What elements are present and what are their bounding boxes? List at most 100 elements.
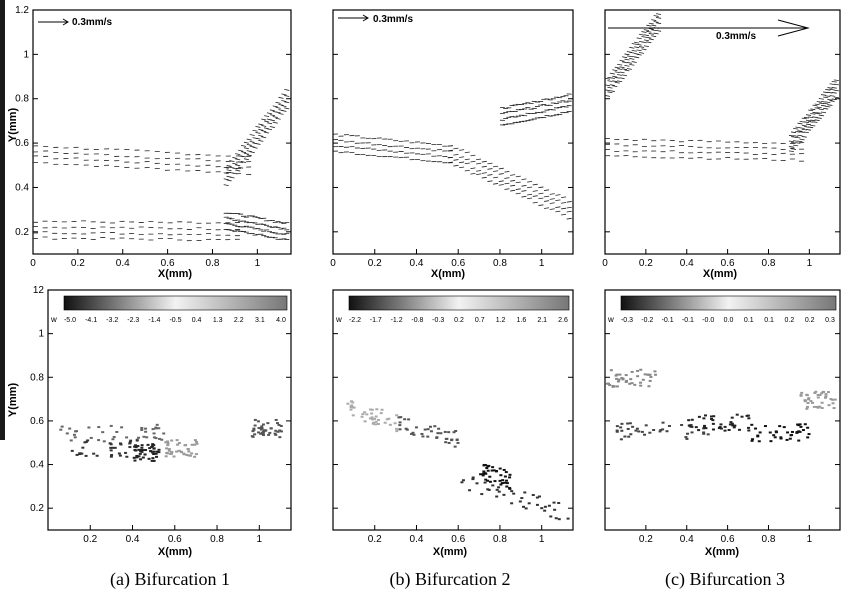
vorticity-cell <box>113 446 117 449</box>
vorticity-cell <box>817 393 821 396</box>
vorticity-cell <box>732 426 736 429</box>
velocity-vector <box>255 125 261 128</box>
vorticity-cell <box>154 427 158 430</box>
velocity-vector <box>278 96 284 99</box>
vorticity-cell <box>426 435 430 438</box>
vorticity-cell <box>690 431 694 434</box>
velocity-vector <box>648 33 654 35</box>
velocity-vector <box>481 160 487 163</box>
vorticity-cell <box>615 377 619 380</box>
velocity-vector <box>816 101 822 103</box>
vorticity-cell <box>498 467 502 470</box>
colorbar-tick-label: -0.5 <box>169 317 181 324</box>
velocity-vector <box>453 147 459 150</box>
x-tick-label: 0.2 <box>83 534 97 545</box>
vorticity-cell <box>800 391 804 394</box>
vorticity-cell <box>621 378 625 381</box>
velocity-vector <box>272 110 278 113</box>
velocity-vector <box>790 142 797 144</box>
x-tick-label: 0.8 <box>762 258 776 269</box>
velocity-vector <box>515 192 521 195</box>
x-tick-label: 0 <box>330 258 336 269</box>
velocity-vector <box>643 29 649 31</box>
vorticity-cell <box>712 415 716 418</box>
velocity-vector <box>614 81 620 84</box>
vorticity-cell <box>488 475 492 478</box>
colorbar-label: w <box>607 315 614 324</box>
vorticity-cell <box>486 465 490 468</box>
velocity-vector <box>281 100 287 102</box>
velocity-vector <box>797 130 803 132</box>
velocity-vector <box>805 119 812 122</box>
vorticity-cell <box>824 393 828 396</box>
vorticity-cell <box>251 430 255 433</box>
velocity-vector <box>619 66 625 69</box>
velocity-vector <box>829 88 835 91</box>
vorticity-cell <box>352 406 356 409</box>
velocity-vector <box>825 101 831 104</box>
vorticity-cell <box>482 470 486 473</box>
velocity-vector <box>240 144 247 147</box>
vorticity-cell <box>482 472 486 475</box>
velocity-vector <box>810 124 816 127</box>
vorticity-cell <box>193 455 197 458</box>
vorticity-cell <box>436 432 440 435</box>
vorticity-cell <box>718 426 722 429</box>
velocity-vector <box>631 49 637 52</box>
vorticity-cell <box>134 449 138 452</box>
vorticity-cell <box>155 455 159 458</box>
vorticity-cell <box>169 452 173 455</box>
x-axis-label-a-bottom: X(mm) <box>158 546 193 558</box>
velocity-vector <box>629 58 635 60</box>
vorticity-cell <box>137 455 141 458</box>
velocity-vector <box>617 68 623 70</box>
caption-c: (c) Bifurcation 3 <box>665 569 785 589</box>
velocity-vector <box>634 53 640 55</box>
velocity-vector <box>538 204 544 206</box>
vorticity-cell <box>523 491 527 494</box>
vorticity-cell <box>160 438 164 441</box>
vorticity-cell <box>832 407 836 410</box>
vorticity-cell <box>535 496 539 499</box>
velocity-vector <box>238 166 244 169</box>
vorticity-cell <box>109 455 113 458</box>
velocity-vector <box>510 180 516 182</box>
vorticity-cell <box>634 429 638 432</box>
vorticity-cell <box>747 429 751 432</box>
vorticity-cell <box>680 424 684 427</box>
vorticity-cell <box>278 429 282 432</box>
vorticity-cell <box>497 486 501 489</box>
vorticity-cell <box>256 420 260 423</box>
velocity-vector <box>816 117 822 119</box>
velocity-vector <box>275 117 281 120</box>
velocity-vector <box>648 28 654 30</box>
velocity-vector <box>246 138 252 141</box>
x-tick-label: 0.2 <box>368 258 382 269</box>
vorticity-cell <box>486 479 490 482</box>
vorticity-cell <box>479 473 483 476</box>
x-axis-label-a-top: X(mm) <box>158 268 193 280</box>
vorticity-cell <box>155 423 159 426</box>
y-tick-label: 1.2 <box>15 5 29 16</box>
vorticity-cell <box>628 382 632 385</box>
vorticity-cell <box>186 454 190 457</box>
vorticity-cell <box>351 414 355 417</box>
vorticity-cell <box>661 428 665 431</box>
vorticity-cell <box>751 438 755 441</box>
velocity-vector <box>229 160 235 163</box>
vorticity-cell <box>653 373 657 376</box>
velocity-vector <box>561 213 567 216</box>
vorticity-cell <box>135 439 139 442</box>
velocity-vector <box>521 195 527 198</box>
velocity-vector <box>544 195 550 198</box>
vorticity-cell <box>628 422 632 425</box>
vorticity-cell <box>483 463 487 466</box>
vorticity-cell <box>661 421 665 424</box>
velocity-vector <box>538 197 544 200</box>
vorticity-cell <box>549 515 553 518</box>
x-axis-label-b-top: X(mm) <box>431 268 466 280</box>
plot-frame-a-bottom <box>47 289 292 531</box>
vorticity-cell <box>609 369 613 372</box>
vorticity-cell <box>485 467 489 470</box>
